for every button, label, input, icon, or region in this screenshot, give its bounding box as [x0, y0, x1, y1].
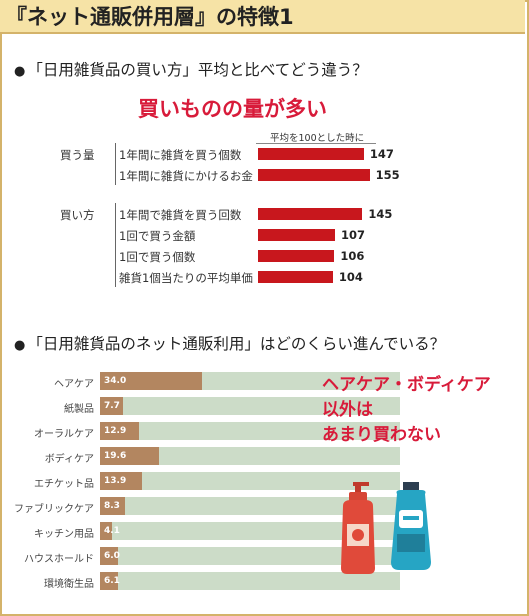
section1-headline: 買いものの量が多い [138, 97, 327, 121]
category-label: ハウスホールド [24, 554, 94, 565]
bottle-icon [391, 482, 431, 570]
index-note: 平均を100とした時に [270, 133, 365, 144]
section2-question: ● 「日用雑貨品のネット通販利用」はどのくらい進んでいる？ [14, 332, 445, 354]
category-label: オーラルケア [34, 429, 94, 440]
bullet-icon: ● [14, 64, 26, 79]
bar-label: 1年間で雑貨を買う回数 [119, 208, 242, 222]
value-label: 145 [368, 207, 393, 221]
bar-track [100, 547, 400, 565]
value-label: 147 [369, 147, 394, 161]
bar-label: 1年間に雑貨にかけるお金 [119, 169, 253, 183]
value-label: 6.0 [104, 551, 120, 561]
value-label: 4.1 [104, 526, 120, 536]
value-label: 155 [375, 168, 400, 182]
note-underline [256, 143, 376, 144]
bar [258, 229, 336, 241]
section2-headline-line1: ヘアケア・ボディケア [322, 375, 491, 395]
value-label: 6.1 [104, 576, 120, 586]
bar [100, 397, 124, 415]
category-label: キッチン用品 [34, 529, 94, 540]
bar [258, 208, 363, 220]
value-label: 19.6 [104, 451, 127, 461]
bar [100, 472, 142, 490]
bar [258, 169, 370, 181]
bar-track [100, 422, 400, 440]
page-title: 『ネット通販併用層』の特徴1 [0, 0, 525, 34]
bar-label: 1回で買う個数 [119, 250, 196, 264]
bar [100, 372, 202, 390]
bar-track [100, 447, 400, 465]
bar-label: 1年間に雑貨を買う個数 [119, 148, 242, 162]
section2-headline-line2: 以外は [322, 400, 373, 420]
bottles-illustration [341, 482, 431, 574]
bar-track [100, 472, 400, 490]
bar [258, 250, 335, 262]
category-label: エチケット品 [34, 479, 94, 490]
bar-label: 1回で買う金額 [119, 229, 196, 243]
bar-track [100, 497, 400, 515]
category-label: 紙製品 [64, 404, 94, 415]
value-label: 34.0 [104, 376, 127, 386]
bar [258, 148, 364, 160]
bar [100, 447, 159, 465]
value-label: 8.3 [104, 501, 120, 511]
bar-track [100, 522, 400, 540]
section2-question-text: 「日用雑貨品のネット通販利用」はどのくらい進んでいる？ [27, 335, 446, 353]
group-bracket [115, 143, 116, 185]
bullet-icon: ● [14, 338, 26, 353]
category-label: 環境衛生品 [44, 579, 94, 590]
value-label: 13.9 [104, 476, 127, 486]
value-label: 106 [340, 249, 365, 263]
bar-track [100, 572, 400, 590]
bar [258, 271, 333, 283]
pump-bottle-icon [341, 482, 375, 574]
group-bracket [115, 203, 116, 287]
section1-question: ● 「日用雑貨品の買い方」平均と比べてどう違う？ [14, 58, 368, 80]
value-label: 7.7 [104, 401, 120, 411]
value-label: 12.9 [104, 426, 127, 436]
group-label: 買い方 [60, 208, 95, 222]
value-label: 107 [341, 228, 366, 242]
bar [100, 547, 118, 565]
category-label: ファブリックケア [14, 504, 94, 515]
category-label: ヘアケア [54, 379, 94, 390]
group-label: 買う量 [60, 148, 95, 162]
category-label: ボディケア [44, 454, 94, 465]
bar-label: 雑貨1個当たりの平均単価 [119, 271, 253, 285]
section2-headline-line3: あまり買わない [322, 425, 441, 445]
bar-track [100, 397, 400, 415]
section1-question-text: 「日用雑貨品の買い方」平均と比べてどう違う？ [27, 61, 368, 79]
bar [100, 497, 125, 515]
bar [100, 522, 113, 540]
value-label: 104 [338, 270, 363, 284]
bar [100, 572, 119, 590]
bar [100, 422, 139, 440]
